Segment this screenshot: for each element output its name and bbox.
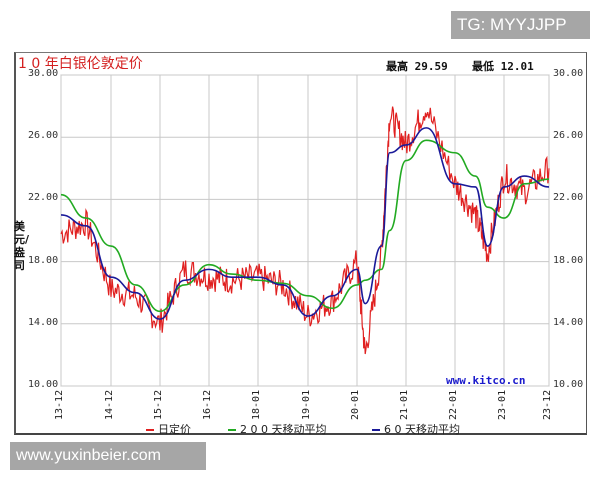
y-tick-left: 30.00 — [28, 68, 59, 79]
y-tick-right: 30.00 — [553, 68, 584, 79]
x-tick: 23-01 — [497, 389, 508, 420]
x-tick: 22-01 — [448, 389, 459, 420]
low-value-label: 最低 12.01 — [472, 60, 534, 73]
y-tick-left: 22.00 — [28, 192, 59, 204]
legend-label-ma60: 6 0 天移动平均 — [384, 423, 460, 436]
x-tick: 20-01 — [350, 389, 361, 420]
y-tick-right: 22.00 — [553, 192, 584, 204]
y-tick-left: 26.00 — [28, 130, 59, 142]
legend-swatch-blue — [372, 429, 380, 431]
y-tick-right: 18.00 — [553, 254, 584, 266]
series-group — [60, 106, 550, 355]
legend-daily: 日定价 — [146, 421, 191, 437]
series-ma60 — [60, 127, 550, 320]
y-tick-left: 10.00 — [28, 379, 59, 390]
legend-swatch-red — [146, 429, 154, 431]
legend-label-ma200: 2 0 0 天移动平均 — [240, 423, 327, 436]
y-axis-unit-label: 美元/盎司 — [14, 220, 30, 272]
series-ma200 — [60, 139, 550, 313]
y-tick-right: 10.00 — [553, 379, 584, 390]
x-tick: 16-12 — [202, 389, 213, 420]
x-tick: 19-01 — [301, 389, 312, 420]
series-daily-price — [60, 106, 550, 355]
x-tick: 14-12 — [104, 389, 115, 420]
x-tick: 23-12 — [542, 389, 553, 420]
y-tick-left: 18.00 — [28, 254, 59, 266]
legend-swatch-green — [228, 429, 236, 431]
x-tick: 15-12 — [153, 389, 164, 420]
watermark-site: www.yuxinbeier.com — [10, 442, 206, 470]
y-tick-right: 14.00 — [553, 316, 584, 328]
chart-title: 1 0 年白银伦敦定价 — [18, 56, 143, 72]
x-tick: 13-12 — [54, 389, 65, 420]
x-tick: 21-01 — [399, 389, 410, 420]
y-tick-left: 14.00 — [28, 316, 59, 328]
x-tick: 18-01 — [251, 389, 262, 420]
high-value-label: 最高 29.59 — [386, 60, 448, 73]
legend-label-daily: 日定价 — [158, 423, 191, 436]
legend-ma200: 2 0 0 天移动平均 — [228, 421, 327, 437]
source-credit: www.kitco.cn — [446, 374, 526, 387]
watermark-tg: TG: MYYJJPP — [451, 11, 590, 39]
legend-ma60: 6 0 天移动平均 — [372, 421, 460, 437]
y-tick-right: 26.00 — [553, 130, 584, 142]
